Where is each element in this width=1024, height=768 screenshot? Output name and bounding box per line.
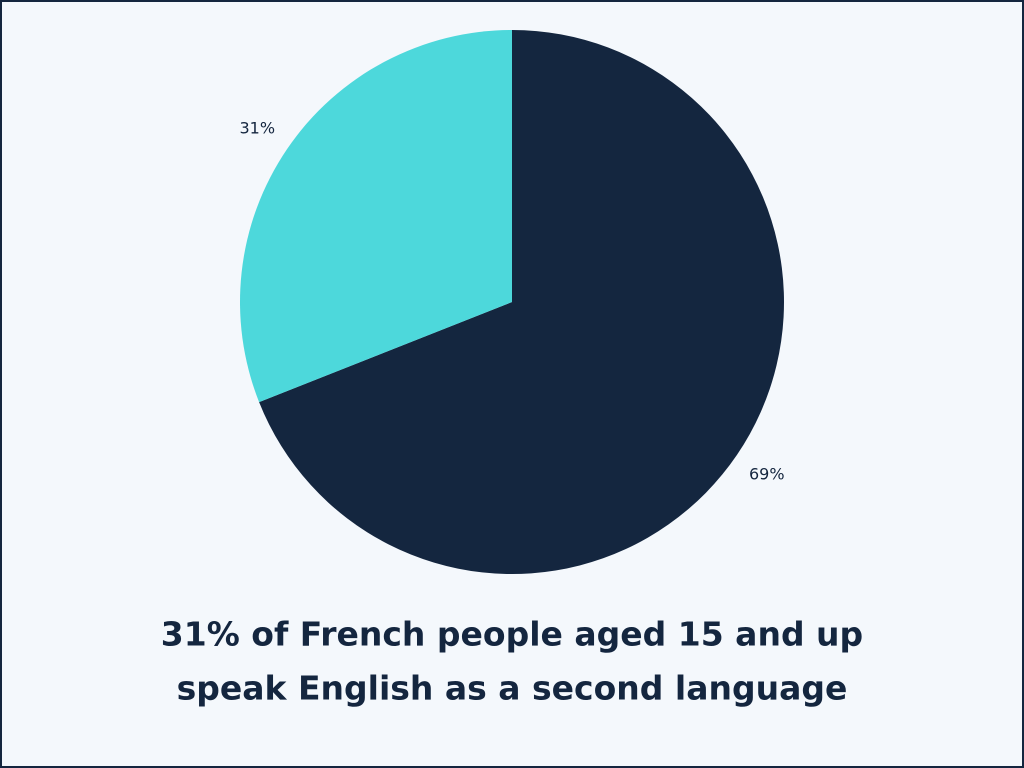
pie-slice [239, 30, 512, 403]
slice-label: 31% [239, 118, 275, 137]
pie-slice [259, 30, 784, 574]
chart-title: 31% of French people aged 15 and up [161, 615, 863, 654]
slice-label: 69% [749, 465, 785, 484]
chart-title: speak English as a second language [177, 669, 848, 708]
